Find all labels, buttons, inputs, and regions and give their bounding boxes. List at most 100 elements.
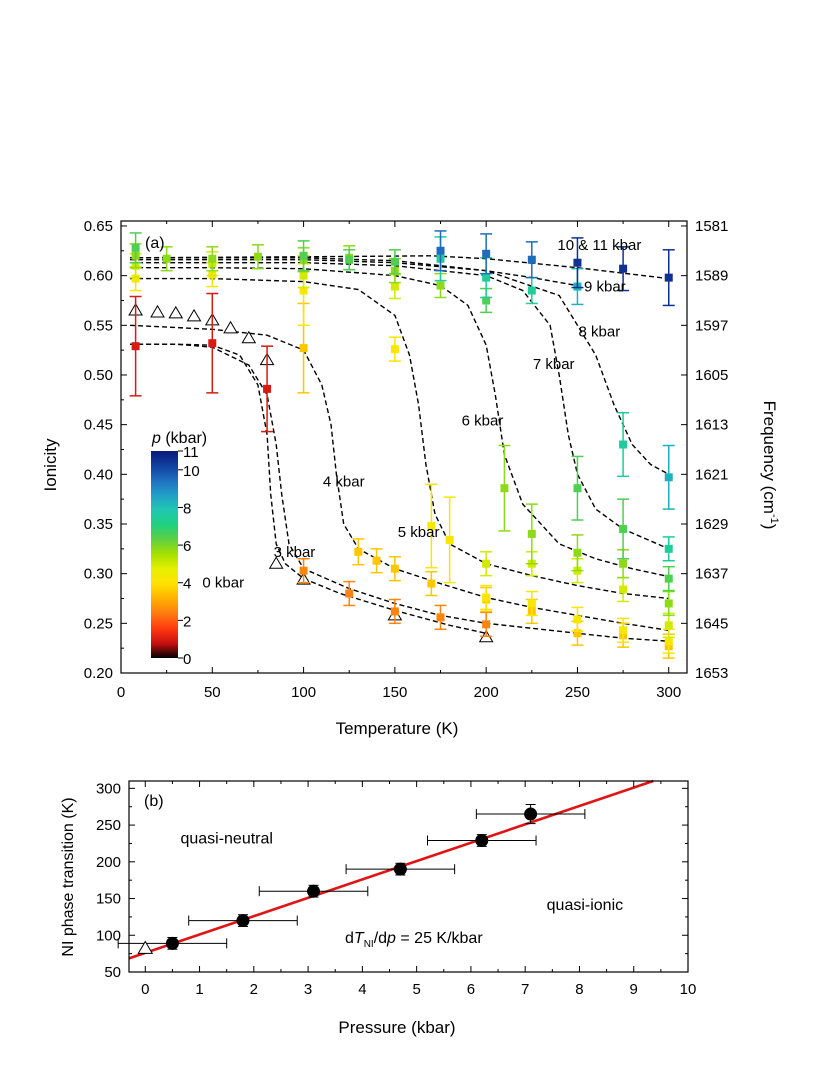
data-point-square	[500, 484, 509, 493]
fit-curve	[130, 277, 669, 600]
x-tick-label-b: 8	[575, 981, 583, 998]
data-point-square	[664, 473, 673, 482]
panel-b: 0 1 2 3 4 5 6 7 8 9 10 50 100 150 200 250 300 quasi-neu…	[60, 779, 696, 1037]
x-axis-label-b: Pressure (kbar)	[338, 1018, 455, 1037]
x-tick-label: 150	[382, 684, 407, 701]
fit-line	[128, 779, 654, 960]
data-points	[128, 230, 675, 659]
data-point-square	[427, 579, 436, 588]
data-point-square	[299, 344, 308, 353]
data-point-square	[436, 613, 445, 622]
data-point-square	[619, 440, 628, 449]
data-point-square	[390, 282, 399, 291]
x-tick-label: 100	[291, 684, 316, 701]
data-point-square	[445, 535, 454, 544]
data-point-square	[436, 281, 445, 290]
y2-tick-label: 1645	[695, 615, 728, 632]
x-tick-label-b: 5	[412, 981, 420, 998]
data-point-square	[573, 484, 582, 493]
x-tick-label-b: 10	[680, 981, 697, 998]
y-tick-label-b: 250	[96, 817, 121, 834]
y2-axis-label-a: Frequency (cm-1)	[760, 401, 780, 530]
data-point-square	[482, 296, 491, 305]
data-point-square	[299, 271, 308, 280]
y-tick-label: 0.40	[84, 466, 113, 483]
data-point-square	[345, 589, 354, 598]
data-point-triangle	[186, 308, 202, 322]
y-tick-label: 0.20	[84, 665, 113, 682]
y-tick-label: 0.30	[84, 566, 113, 583]
y-axis-label-b: NI phase transition (K)	[60, 797, 77, 956]
data-point-square	[664, 637, 673, 646]
colorbar-tick-label: 8	[183, 500, 191, 517]
data-point-square	[573, 258, 582, 267]
plot-frame-b	[128, 780, 689, 973]
data-point-square	[208, 254, 217, 263]
pressure-label: 10 & 11 kbar	[557, 237, 641, 254]
data-point-square	[482, 273, 491, 282]
colorbar-tick-label: 0	[183, 651, 191, 668]
data-point-square	[573, 548, 582, 557]
y-tick-label: 0.60	[84, 268, 113, 285]
data-point-square	[390, 345, 399, 354]
y-tick-label-b: 200	[96, 854, 121, 871]
pressure-label: 6 kbar	[462, 413, 504, 430]
data-point-triangle	[268, 556, 284, 569]
data-point-square	[427, 521, 436, 530]
x-tick-label-b: 1	[195, 981, 203, 998]
pressure-label: 8 kbar	[579, 323, 621, 340]
transition-point	[393, 862, 407, 876]
fit-curve	[130, 324, 669, 631]
data-point-square	[527, 529, 536, 538]
y2-tick-label: 1605	[695, 367, 728, 384]
y-tick-label-b: 150	[96, 891, 121, 908]
data-point-square	[131, 243, 140, 252]
transition-point	[475, 834, 489, 848]
data-point-square	[345, 255, 354, 264]
x-tick-label: 300	[656, 684, 681, 701]
colorbar-tick-label: 6	[183, 538, 191, 555]
y2-axis-ticks: 1581 1589 1597 1605 1613 1621 1629 1637 1645 1653	[681, 218, 728, 682]
y-axis-ticks-b: 50 100 150 200 250 300	[96, 780, 688, 981]
linear-fit-line	[128, 779, 654, 960]
data-point-square	[527, 286, 536, 295]
panel-label-a: (a)	[145, 235, 165, 252]
colorbar-gradient	[151, 451, 178, 658]
data-point-square	[482, 593, 491, 602]
x-tick-label-b: 9	[630, 981, 638, 998]
data-point-square	[619, 524, 628, 533]
x-tick-label: 250	[565, 684, 590, 701]
data-point-square	[482, 620, 491, 629]
data-point-square	[664, 273, 673, 282]
y-tick-label: 0.25	[84, 615, 113, 632]
data-point-square	[619, 264, 628, 273]
x-tick-label-b: 7	[521, 981, 529, 998]
pressure-label: 0 kbar	[202, 575, 244, 592]
x-axis-ticks: 0 50 100 150 200 250 300	[117, 221, 681, 701]
transition-points	[117, 804, 586, 954]
fit-curve	[130, 255, 669, 280]
data-point-square	[208, 339, 217, 348]
data-point-square	[482, 249, 491, 258]
fit-curve	[130, 343, 487, 634]
y2-tick-label: 1629	[695, 516, 728, 533]
data-point-square	[619, 626, 628, 635]
data-point-square	[527, 255, 536, 264]
pressure-label: 5 kbar	[398, 524, 440, 541]
data-point-square	[131, 342, 140, 351]
y-tick-label: 0.45	[84, 417, 113, 434]
data-point-square	[263, 384, 272, 393]
y-tick-label: 0.65	[84, 218, 113, 235]
transition-point	[524, 807, 538, 821]
region-labels: quasi-neutral quasi-ionic	[180, 830, 623, 914]
data-point-square	[390, 607, 399, 616]
x-tick-label-b: 0	[141, 981, 149, 998]
x-axis-label-a: Temperature (K)	[336, 719, 459, 738]
y-tick-label-b: 100	[96, 927, 121, 944]
data-point-square	[372, 556, 381, 565]
data-point-square	[619, 559, 628, 568]
x-axis-ticks-b: 0 1 2 3 4 5 6 7 8 9 10	[141, 781, 696, 998]
x-tick-label-b: 4	[358, 981, 366, 998]
fit-curve	[130, 262, 669, 550]
